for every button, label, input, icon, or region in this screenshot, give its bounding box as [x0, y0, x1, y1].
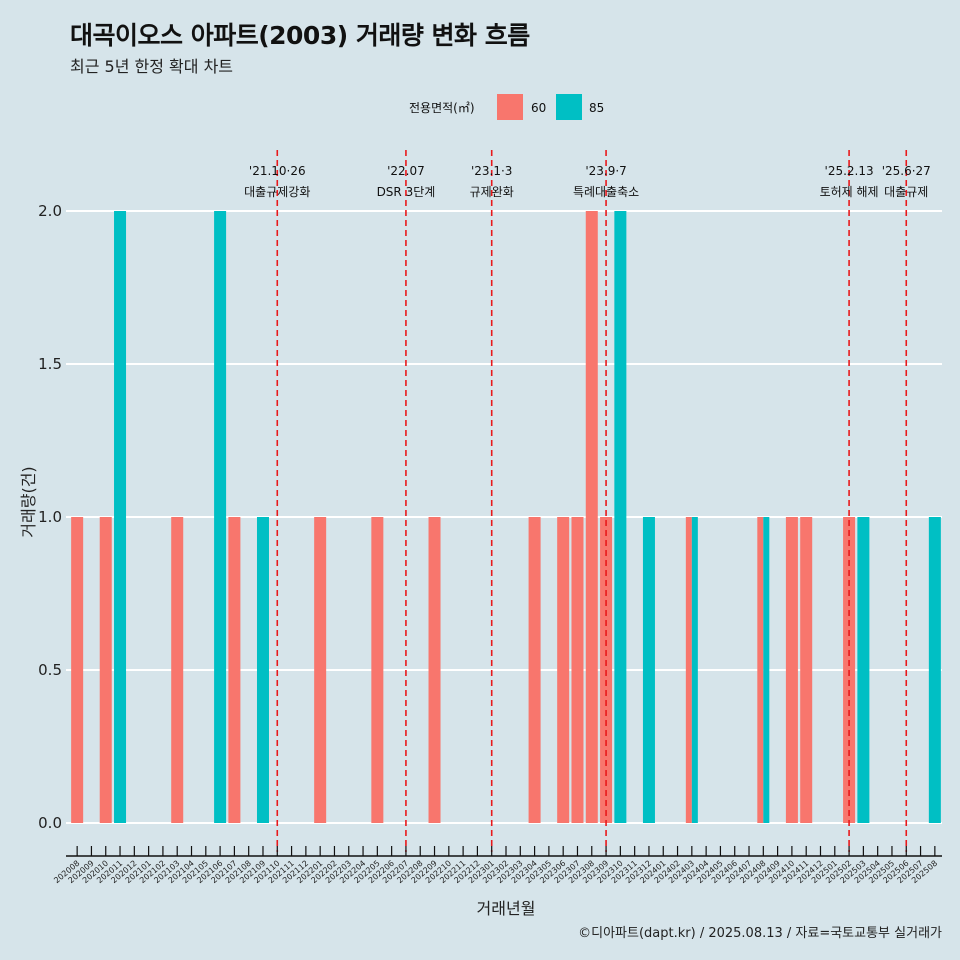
- x-axis: 2020082020092020102020112020122021012021…: [52, 846, 942, 885]
- bar-85-202403: [691, 517, 698, 823]
- event-date: '23.9·7: [585, 164, 626, 178]
- y-axis-title: 거래량(건): [19, 466, 38, 537]
- legend-swatch-60: [497, 94, 523, 120]
- event-date: '22.07: [387, 164, 425, 178]
- bar-60-202306: [557, 517, 570, 823]
- y-tick-label: 0.5: [38, 661, 62, 679]
- event-lines: '21.10·26 대출규제강화 '22.07 DSR 3단계 '23.1·3 규제완화 '…: [244, 150, 931, 852]
- legend-title: 전용면적(㎡): [409, 101, 475, 115]
- event-label: 대출규제: [884, 185, 928, 199]
- bar-85-202408: [763, 517, 770, 823]
- chart-title: 대곡이오스 아파트(2003) 거래량 변화 흐름: [70, 21, 530, 50]
- bar-60-202205: [371, 517, 384, 823]
- bar-60-202408: [757, 517, 764, 823]
- event-label: DSR 3단계: [377, 185, 436, 199]
- event-date: '25.6·27: [882, 164, 931, 178]
- bar-60-202410: [785, 517, 798, 823]
- bar-60-202201: [314, 517, 327, 823]
- bars: [71, 211, 941, 823]
- chart-subtitle: 최근 5년 한정 확대 차트: [70, 57, 234, 76]
- bar-85-202310: [614, 211, 627, 823]
- bar-60-202403: [685, 517, 692, 823]
- bar-60-202008: [71, 517, 84, 823]
- y-tick-label: 1.0: [38, 508, 62, 526]
- y-tick-label: 0.0: [38, 814, 62, 832]
- event-date: '25.2.13: [825, 164, 874, 178]
- legend-label-85: 85: [589, 101, 604, 115]
- x-axis-title: 거래년월: [477, 899, 536, 918]
- event-label: 규제완화: [470, 185, 514, 199]
- bar-85-202503: [857, 517, 870, 823]
- bar-60-202010: [99, 517, 112, 823]
- bar-85-202106: [214, 211, 227, 823]
- event-label: 특례대출축소: [573, 185, 639, 199]
- event-date: '21.10·26: [249, 164, 306, 178]
- source-caption: ©디아파트(dapt.kr) / 2025.08.13 / 자료=국토교통부 실…: [578, 926, 942, 941]
- event-date: '23.1·3: [471, 164, 512, 178]
- event-label: 토허제 해제: [820, 185, 879, 199]
- bar-85-202312: [642, 517, 655, 823]
- bar-60-202308: [585, 211, 598, 823]
- bar-85-202011: [114, 211, 127, 823]
- bar-60-202103: [171, 517, 184, 823]
- bar-60-202107: [228, 517, 241, 823]
- legend-swatch-85: [556, 94, 582, 120]
- legend-label-60: 60: [531, 101, 546, 115]
- bar-60-202307: [571, 517, 584, 823]
- y-tick-label: 2.0: [38, 202, 62, 220]
- bar-85-202508: [928, 517, 941, 823]
- y-tick-label: 1.5: [38, 355, 62, 373]
- y-axis-ticks: 0.0 0.5 1.0 1.5 2.0: [38, 202, 62, 832]
- legend: 전용면적(㎡) 60 85: [409, 94, 604, 120]
- bar-85-202109: [256, 517, 269, 823]
- bar-60-202304: [528, 517, 541, 823]
- bar-60-202209: [428, 517, 441, 823]
- bar-60-202411: [800, 517, 813, 823]
- event-label: 대출규제강화: [244, 185, 310, 199]
